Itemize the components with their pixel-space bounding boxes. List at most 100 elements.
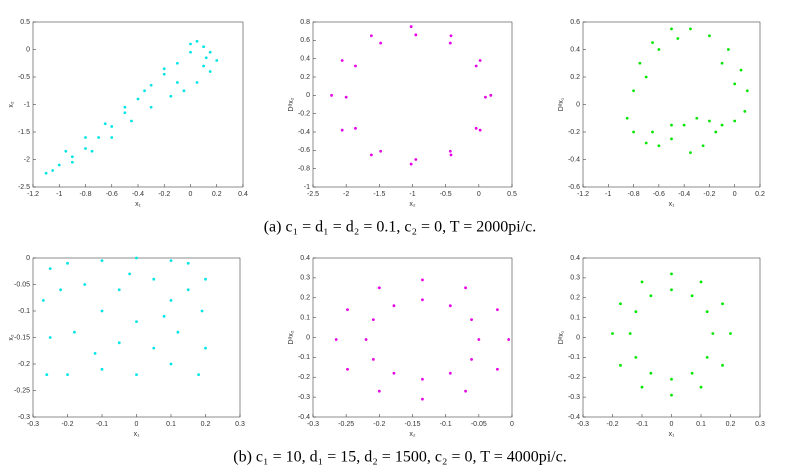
point <box>70 160 74 164</box>
point <box>634 310 638 314</box>
point <box>84 136 87 139</box>
x-tick-label: 0.2 <box>201 421 211 428</box>
point <box>334 338 338 341</box>
point <box>721 302 724 306</box>
y-tick-label: -0.15 <box>14 334 30 341</box>
y-tick-label: 0.5 <box>20 19 30 26</box>
point <box>182 89 186 93</box>
y-tick-label: 0.8 <box>300 19 310 26</box>
point <box>83 283 87 286</box>
y-tick-label: -0.6 <box>298 147 310 154</box>
point <box>649 371 653 375</box>
point <box>720 61 724 65</box>
point <box>489 93 493 97</box>
point <box>152 277 156 281</box>
y-tick-label: -0.1 <box>568 354 580 361</box>
x-tick-label: -0.2 <box>703 191 715 198</box>
point <box>371 357 375 361</box>
point <box>449 153 453 157</box>
x-tick-label: -0.2 <box>158 191 170 198</box>
point <box>369 34 373 38</box>
y-tick-label: -0.25 <box>14 387 30 394</box>
x-tick-label: -0.6 <box>653 191 665 198</box>
point <box>143 89 146 93</box>
x-tick-label: -1.2 <box>577 191 589 198</box>
point <box>93 352 97 355</box>
x-tick-label: -0.15 <box>405 421 421 428</box>
y-axis-label: Dᵅx₂ <box>288 97 295 111</box>
point <box>100 309 104 313</box>
point <box>97 136 101 139</box>
x-tick-label: 0.2 <box>212 191 222 198</box>
point <box>364 338 368 341</box>
point <box>711 332 715 335</box>
point <box>682 123 686 127</box>
point <box>670 377 673 381</box>
x-tick-label: -0.8 <box>79 191 91 198</box>
y-tick-label: -0.2 <box>298 374 310 381</box>
y-tick-label: 0 <box>26 46 30 53</box>
point <box>369 153 373 157</box>
point <box>651 130 654 134</box>
x-axis-label: x₂ <box>409 431 416 438</box>
point <box>714 130 718 134</box>
plot-frame <box>312 21 513 188</box>
point <box>507 338 511 341</box>
point <box>149 83 153 87</box>
point <box>632 130 635 134</box>
point <box>100 367 104 371</box>
y-tick-label: -1 <box>304 184 310 191</box>
point <box>330 93 333 97</box>
point <box>670 123 673 127</box>
x-tick-label: -1 <box>409 191 415 198</box>
point <box>470 357 473 361</box>
caption: (a) c₁ = d₁ = d₂ = 0.1, c₂ = 0, T = 2000… <box>264 219 537 236</box>
x-tick-label: 0.2 <box>755 191 765 198</box>
x-axis-label: x₁ <box>669 201 676 208</box>
x-tick-label: 0.5 <box>507 191 517 198</box>
x-tick-label: -1 <box>605 191 611 198</box>
x-tick-label: -0.2 <box>61 421 73 428</box>
point <box>409 25 413 28</box>
point <box>117 341 121 345</box>
point <box>90 149 94 153</box>
point <box>638 61 642 65</box>
x-tick-label: -0.3 <box>27 421 39 428</box>
point <box>340 128 344 132</box>
point <box>644 141 648 145</box>
point <box>176 330 180 334</box>
point <box>215 59 219 62</box>
y-axis-label: Dᵅx₂ <box>288 330 295 344</box>
point <box>110 125 114 128</box>
y-tick-label: 0.6 <box>300 37 310 44</box>
point <box>66 261 69 265</box>
point <box>448 304 452 308</box>
y-tick-label: -0.4 <box>298 414 310 421</box>
point <box>708 34 711 38</box>
y-tick-label: 0.4 <box>300 255 310 262</box>
point <box>354 126 357 130</box>
point <box>149 105 153 109</box>
point <box>100 259 104 263</box>
x-tick-label: -0.8 <box>628 191 640 198</box>
x-tick-label: 0.1 <box>166 421 176 428</box>
y-tick-label: 0 <box>306 92 310 99</box>
y-tick-label: 0.4 <box>570 255 580 262</box>
point <box>701 144 705 148</box>
x-tick-label: -0.1 <box>636 421 648 428</box>
point <box>204 56 208 60</box>
point <box>634 355 638 359</box>
y-tick-label: -0.4 <box>298 129 310 136</box>
point <box>726 48 730 51</box>
point <box>152 346 156 350</box>
y-tick-label: 0.6 <box>570 19 580 26</box>
plot-frame <box>312 257 513 418</box>
plot-frame <box>582 257 761 418</box>
y-axis-label: Dᵅx₁ <box>558 97 565 111</box>
point <box>169 299 173 302</box>
point <box>640 280 644 284</box>
point <box>657 144 661 148</box>
point <box>70 155 74 159</box>
y-tick-label: -0.1 <box>18 308 30 315</box>
point <box>449 34 453 38</box>
